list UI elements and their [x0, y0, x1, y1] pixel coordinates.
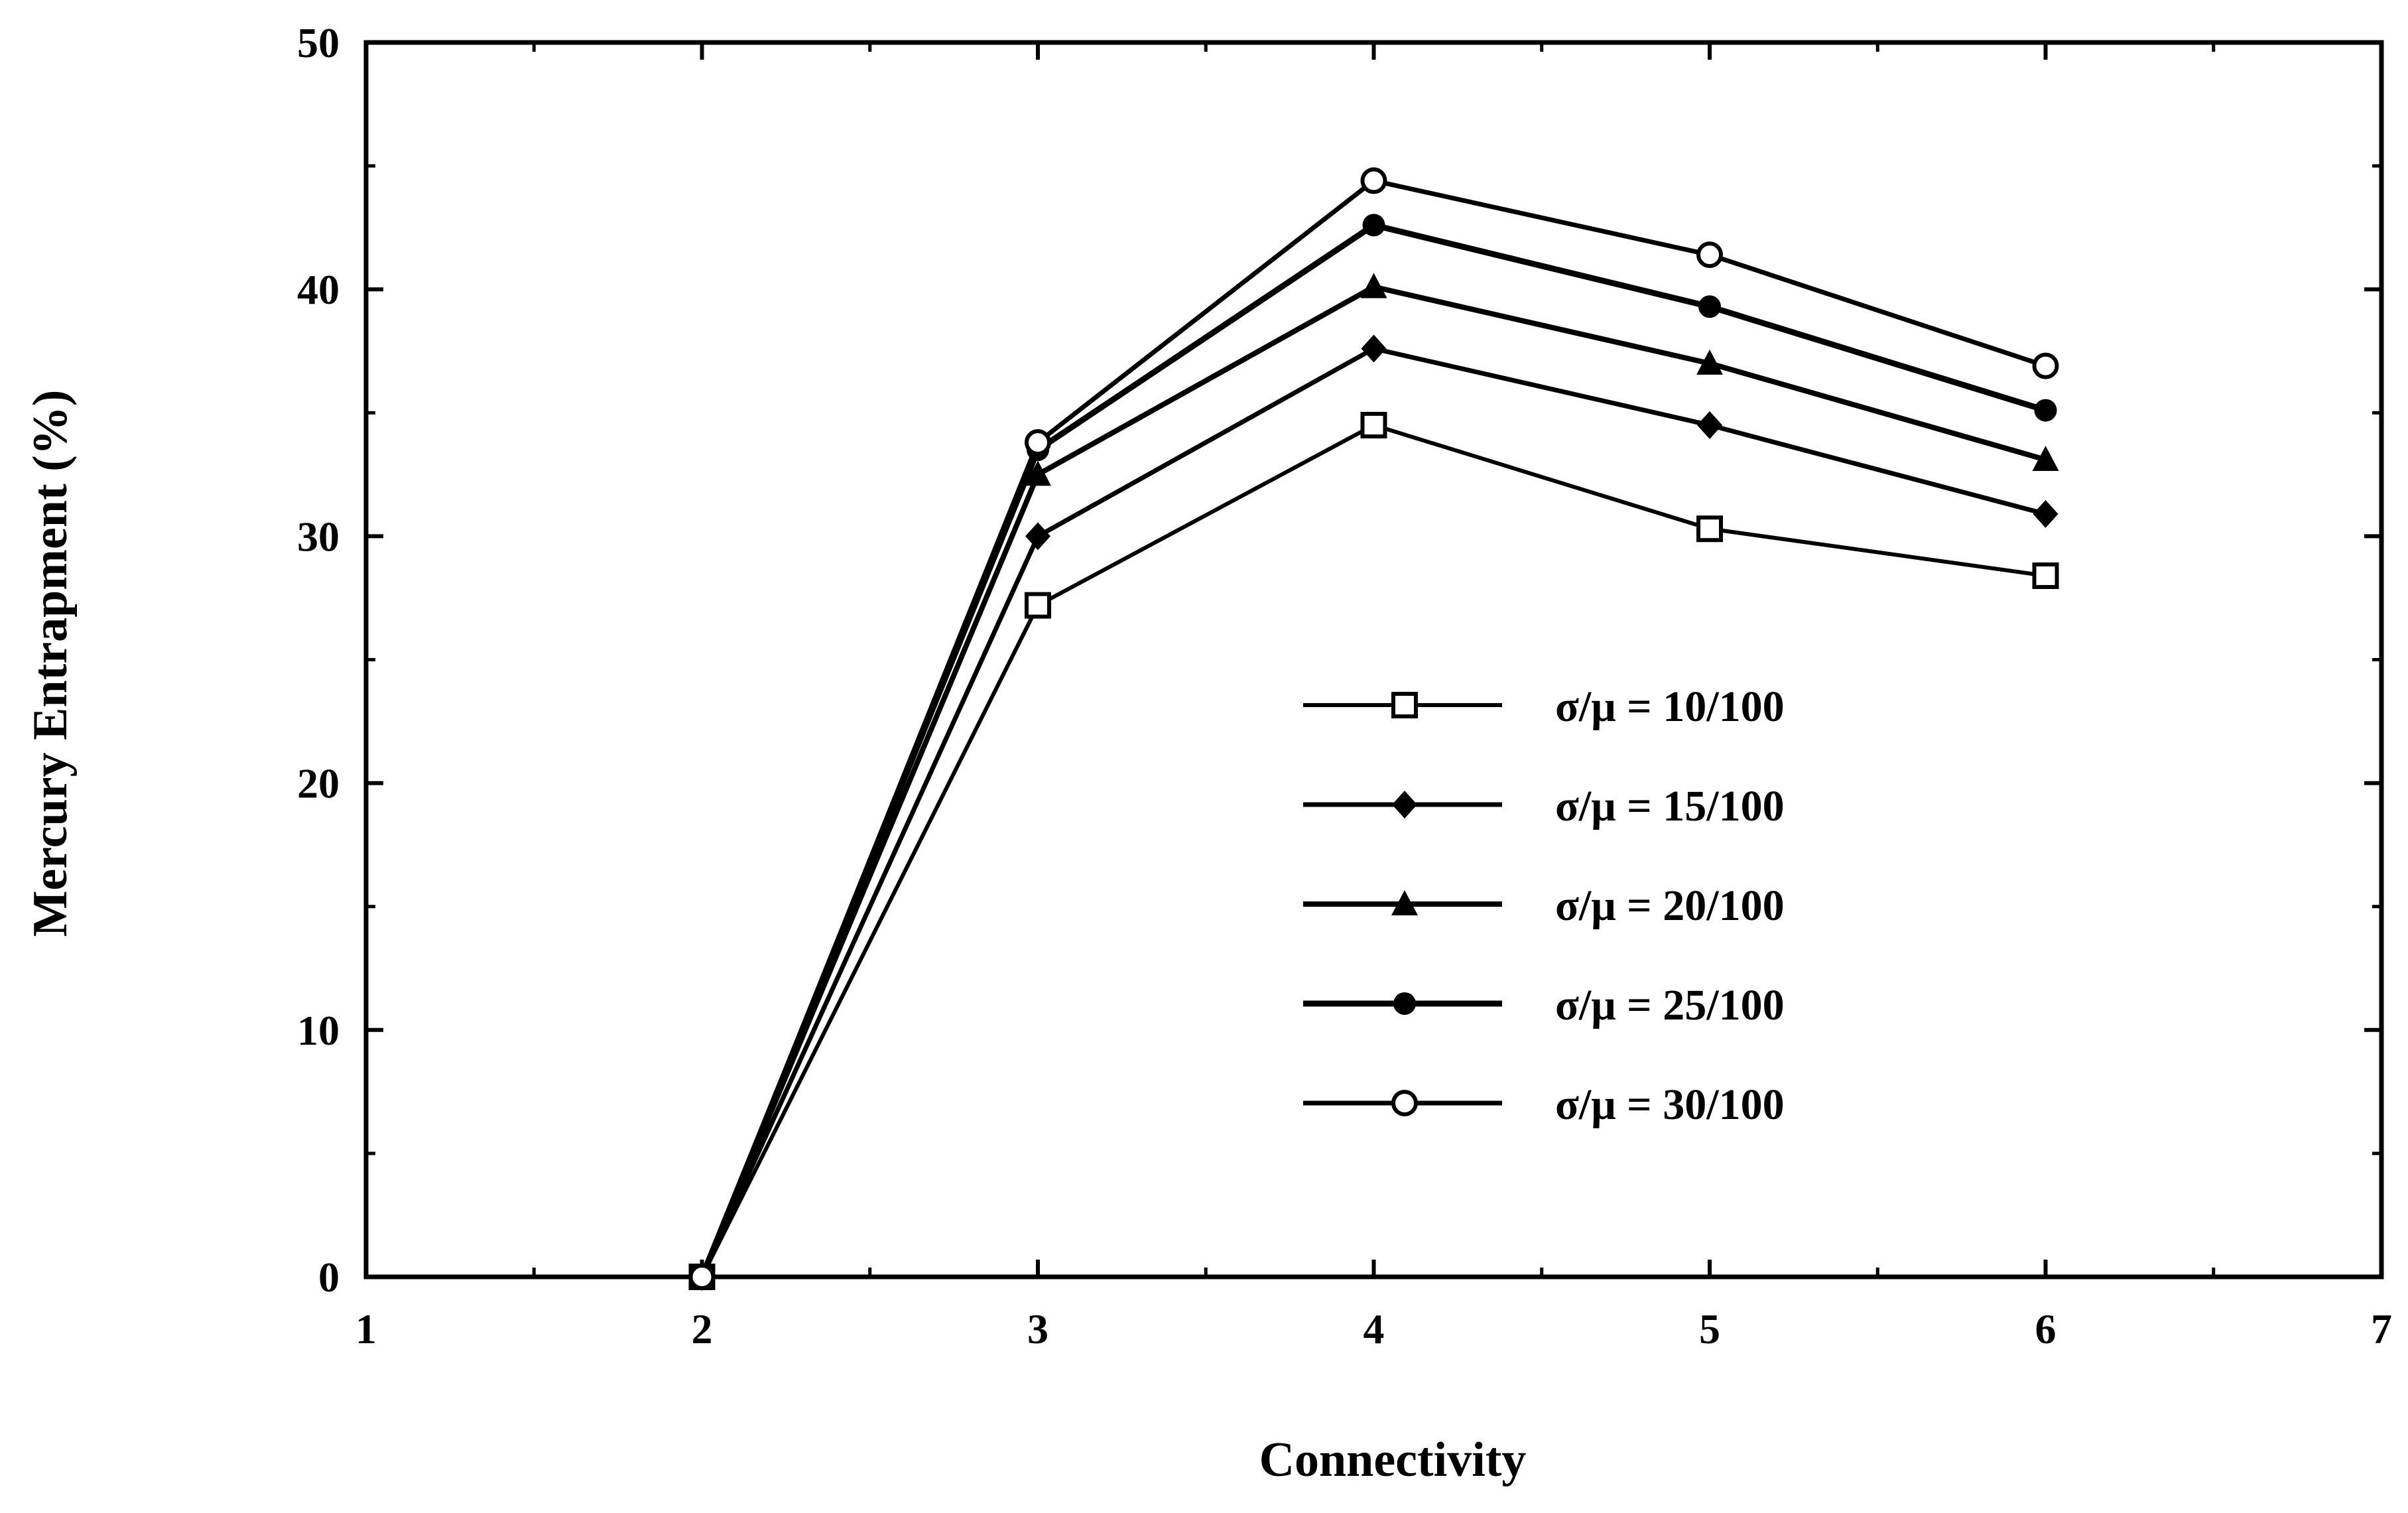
- y-tick-label: 40: [297, 266, 340, 313]
- x-tick-label: 2: [692, 1305, 713, 1352]
- data-point: [1025, 522, 1050, 551]
- legend-marker: [1391, 692, 1418, 718]
- y-tick-label: 20: [297, 760, 340, 807]
- data-point: [2033, 499, 2059, 528]
- data-point: [1696, 349, 1723, 375]
- y-tick-label: 10: [297, 1007, 340, 1054]
- legend-marker: [1391, 890, 1418, 915]
- y-axis-title: Mercury Entrapment (%): [23, 390, 78, 937]
- x-tick-label: 6: [2035, 1305, 2057, 1352]
- legend-label: σ/μ = 20/100: [1555, 882, 1785, 930]
- x-tick-label: 7: [2371, 1305, 2392, 1352]
- data-point: [1360, 411, 1387, 438]
- y-tick-label: 30: [297, 513, 340, 560]
- data-point: [688, 1264, 716, 1290]
- legend-label: σ/μ = 25/100: [1555, 981, 1785, 1029]
- data-point: [2034, 399, 2057, 422]
- y-tick-label: 50: [297, 19, 340, 66]
- legend-marker: [1391, 1090, 1418, 1116]
- series-line: [699, 222, 2047, 1278]
- series-line: [700, 346, 2047, 1278]
- data-point: [1025, 428, 1051, 456]
- x-tick-label: 4: [1363, 1305, 1385, 1352]
- data-point: [1025, 460, 1051, 486]
- legend-marker: [1392, 791, 1417, 819]
- x-axis-title: Connectivity: [1259, 1433, 1527, 1487]
- data-point: [1360, 167, 1387, 194]
- data-point: [1696, 241, 1723, 269]
- x-tick-label: 5: [1699, 1305, 1720, 1352]
- y-tick-label: 0: [318, 1254, 340, 1301]
- data-point: [1697, 411, 1722, 439]
- data-point: [1025, 592, 1051, 619]
- data-point: [2032, 352, 2059, 379]
- series-line: [700, 423, 2046, 1278]
- legend-marker: [1393, 992, 1416, 1015]
- data-point: [1360, 273, 1387, 298]
- legend-label: σ/μ = 15/100: [1555, 782, 1785, 830]
- legend-label: σ/μ = 30/100: [1555, 1081, 1785, 1129]
- data-point: [2032, 562, 2059, 589]
- x-tick-label: 3: [1027, 1305, 1048, 1352]
- data-point: [1698, 295, 1721, 318]
- x-tick-label: 1: [355, 1305, 377, 1352]
- data-point: [1362, 214, 1385, 237]
- legend-label: σ/μ = 10/100: [1555, 683, 1785, 731]
- data-point: [1361, 334, 1387, 363]
- data-point: [1696, 515, 1723, 543]
- data-point: [2032, 446, 2059, 472]
